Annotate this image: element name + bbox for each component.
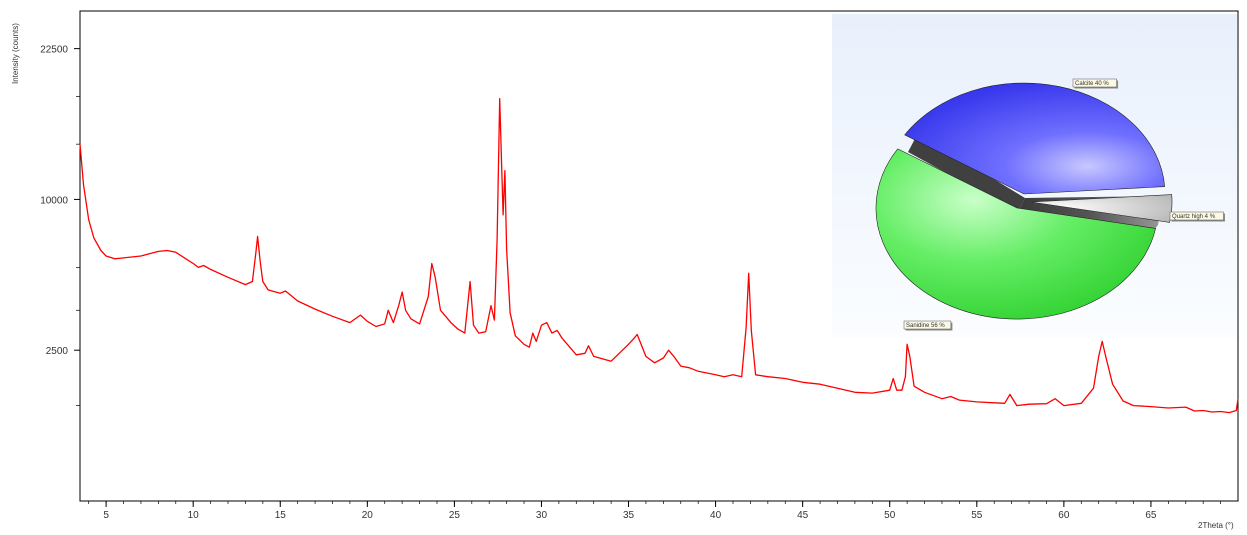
y-tick-label: 22500 [40,45,68,56]
pie-slices [875,82,1173,320]
y-tick-label: 2500 [46,346,69,357]
x-tick-label: 5 [103,510,109,521]
pie-slice-label: Sanidine 56 % [906,323,945,329]
pie-depth-wall [908,133,1025,212]
pie-slice [875,148,1156,320]
x-tick-label: 50 [884,510,896,521]
x-tick-label: 15 [275,510,287,521]
pie-slice-label: Quartz high 4 % [1172,214,1216,220]
pie-label-box [1072,78,1117,88]
series-line-diffractogram [79,97,1239,414]
pie-slice-label: Calcite 40 % [1075,81,1109,87]
x-tick-label: 10 [188,510,200,521]
x-tick-label: 30 [536,510,548,521]
y-axis-ticks: 2500 10000 22500 [40,45,80,406]
x-tick-label: 65 [1145,510,1157,521]
phase-pie-inset: Calcite 40 % Quartz high 4 % Sanidine 56 % [832,14,1237,338]
x-tick-label: 55 [971,510,983,521]
pie-label-box [1169,211,1224,221]
pie-label-box [903,320,952,330]
pie-labels: Calcite 40 % Quartz high 4 % Sanidine 56 % [903,78,1225,331]
x-tick-label: 60 [1058,510,1070,521]
x-tick-label: 20 [362,510,374,521]
y-axis-label: Intensity (counts) [11,23,20,84]
x-axis-label: 2Theta (°) [1198,521,1234,530]
x-tick-label: 25 [449,510,461,521]
x-tick-label: 35 [623,510,635,521]
x-tick-label: 45 [797,510,809,521]
pie-slice [904,82,1166,195]
y-tick-label: 10000 [40,195,68,206]
pie-slice [1030,194,1173,223]
x-axis-ticks: 5 10 15 20 25 30 35 40 45 50 55 60 65 [88,501,1221,521]
x-tick-label: 40 [710,510,722,521]
